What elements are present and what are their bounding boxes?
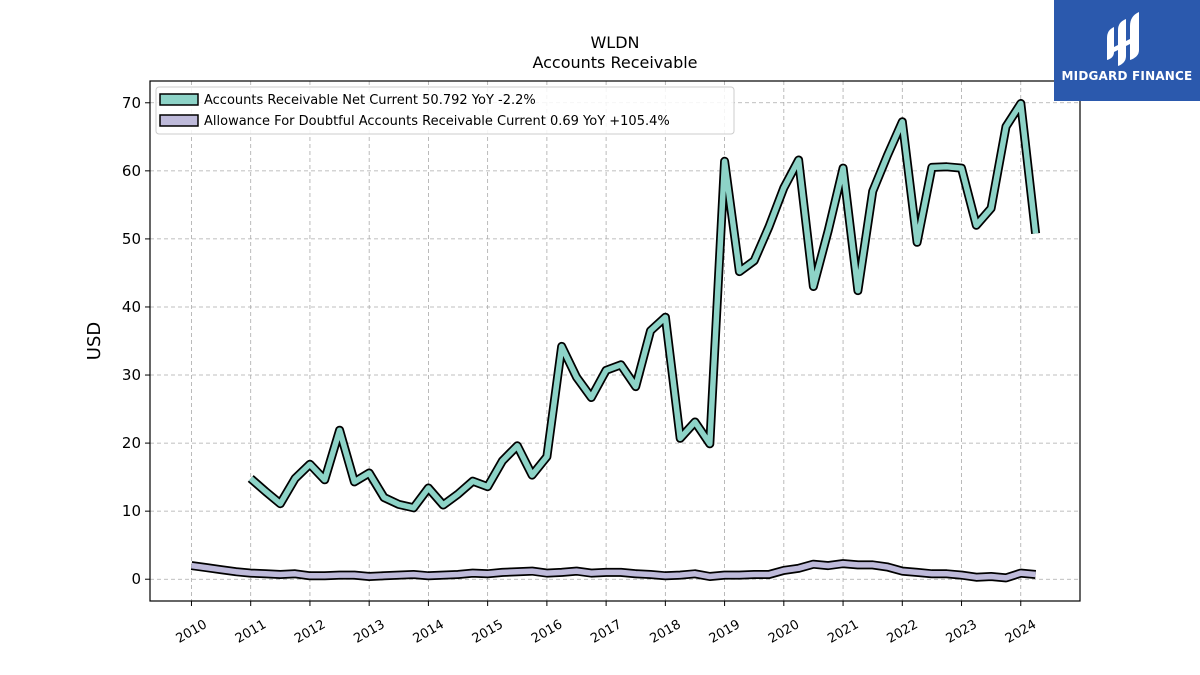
y-tick-label: 0 [131, 570, 141, 588]
x-tick-label: 2015 [470, 617, 506, 647]
x-tick-label: 2018 [648, 617, 684, 647]
legend-box [155, 86, 735, 135]
y-tick-label: 40 [122, 298, 141, 316]
x-tick-label: 2011 [233, 617, 269, 647]
x-tick-label: 2010 [174, 617, 210, 647]
chart-title: WLDN [590, 33, 639, 52]
legend-swatch-ar-net [159, 93, 199, 106]
x-tick-label: 2017 [588, 617, 624, 647]
chart-subtitle: Accounts Receivable [532, 53, 697, 72]
legend: Accounts Receivable Net Current 50.792 Y… [155, 86, 735, 135]
x-tick-label: 2020 [766, 617, 802, 647]
series-line-0 [248, 100, 1039, 511]
x-tick-label: 2023 [944, 617, 980, 647]
x-tick-label: 2019 [707, 617, 743, 647]
brand-logo: MIDGARD FINANCE [1054, 0, 1200, 101]
y-tick-label: 20 [122, 434, 141, 452]
x-tick-label: 2016 [529, 617, 565, 647]
y-tick-label: 30 [122, 366, 141, 384]
y-tick-label: 60 [122, 162, 141, 180]
x-tick-label: 2022 [884, 617, 920, 647]
logo-mark-icon [1107, 12, 1139, 66]
x-tick-label: 2024 [1003, 617, 1039, 647]
x-tick-label: 2014 [411, 617, 447, 647]
legend-label-allowance: Allowance For Doubtful Accounts Receivab… [204, 114, 670, 129]
legend-label-ar-net: Accounts Receivable Net Current 50.792 Y… [204, 93, 536, 108]
x-tick-label: 2012 [292, 617, 328, 647]
grid [150, 81, 1080, 601]
series-outline-0 [247, 99, 1041, 513]
series-layer [190, 99, 1041, 583]
y-tick-label: 50 [122, 230, 141, 248]
axis-ticks: 0 10 20 30 40 50 60 70 2010 2011 2012 2013 2014 2015 2… [122, 94, 1039, 647]
y-axis-label: USD [84, 322, 105, 360]
logo-background [1054, 0, 1200, 101]
legend-swatch-allowance [159, 114, 199, 127]
series-line-1 [191, 560, 1036, 581]
y-tick-label: 70 [122, 94, 141, 112]
logo-text: MIDGARD FINANCE [1062, 69, 1193, 83]
x-tick-label: 2013 [351, 617, 387, 647]
x-tick-label: 2021 [825, 617, 861, 647]
y-tick-label: 10 [122, 502, 141, 520]
plot-frame [149, 80, 1081, 602]
